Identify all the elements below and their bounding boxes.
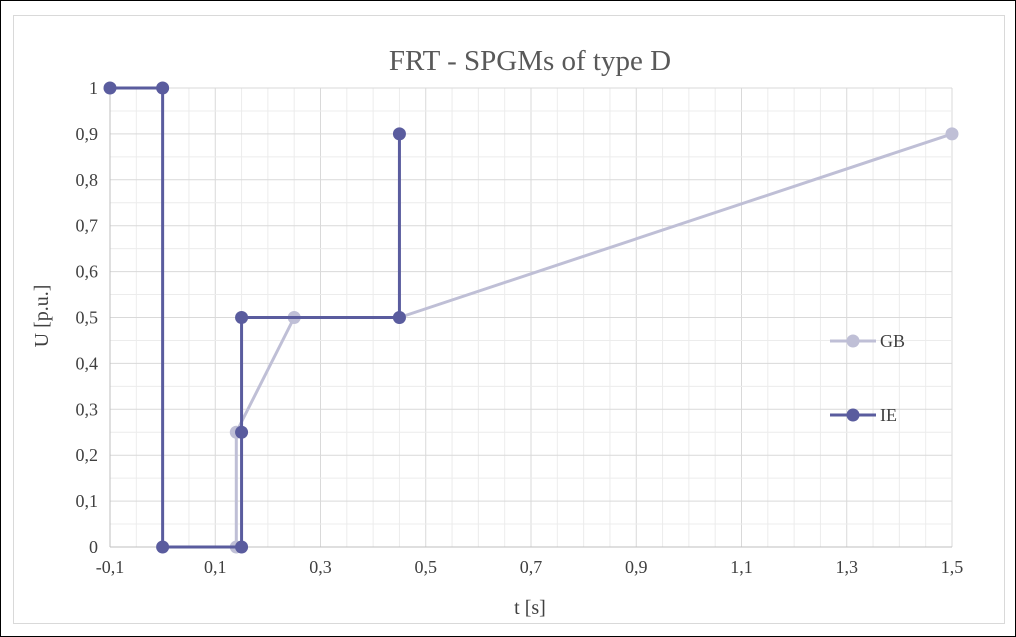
x-tick-label: 0,5	[415, 557, 438, 577]
legend-marker-gb	[846, 334, 860, 348]
data-point-ie	[103, 81, 117, 95]
legend-label-gb: GB	[880, 331, 905, 351]
data-point-gb	[945, 127, 959, 141]
y-tick-label: 1	[89, 78, 98, 98]
series-layer	[103, 81, 959, 554]
y-tick-label: 0,1	[76, 491, 99, 511]
x-tick-label: 0,7	[520, 557, 543, 577]
y-axis-label: U [p.u.]	[31, 285, 53, 348]
x-tick-label: 0,1	[204, 557, 227, 577]
y-tick-label: 0,9	[76, 124, 99, 144]
x-tick-label: 1,5	[941, 557, 964, 577]
legend: GB IE	[830, 331, 905, 425]
y-tick-label: 0,3	[76, 399, 99, 419]
data-point-ie	[392, 311, 406, 324]
x-tick-label: 0,9	[625, 557, 648, 577]
series-ie	[103, 81, 406, 554]
y-tick-label: 0,7	[76, 216, 99, 236]
data-point-ie	[392, 127, 406, 141]
data-point-ie	[156, 540, 170, 554]
y-tick-label: 0,6	[76, 262, 99, 282]
tick-labels: -0,1 0,1 0,3 0,5 0,7 0,9 1,1 1,3 1,5 0 0,1 0,2 0,3 0,…	[76, 78, 964, 577]
x-tick-label: -0,1	[96, 557, 125, 577]
y-tick-label: 0,2	[76, 445, 99, 465]
x-tick-label: 1,1	[730, 557, 753, 577]
data-point-ie	[235, 311, 249, 324]
y-tick-label: 0,8	[76, 170, 99, 190]
chart-title: FRT - SPGMs of type D	[389, 45, 671, 77]
x-axis-label: t [s]	[514, 597, 546, 619]
y-tick-label: 0	[89, 537, 98, 557]
data-point-ie	[235, 425, 249, 439]
x-tick-label: 0,3	[309, 557, 332, 577]
legend-marker-ie	[846, 408, 860, 422]
chart-area: FRT - SPGMs of type D t [s] U [p.u.] -0,…	[13, 15, 1005, 624]
axes	[109, 88, 952, 548]
chart-svg: FRT - SPGMs of type D t [s] U [p.u.] -0,…	[31, 45, 964, 619]
legend-label-ie: IE	[880, 405, 897, 425]
data-point-ie	[235, 540, 249, 554]
y-tick-label: 0,5	[76, 308, 99, 328]
y-tick-label: 0,4	[76, 353, 99, 373]
data-point-ie	[156, 81, 170, 95]
x-tick-label: 1,3	[836, 557, 859, 577]
series-line-ie	[110, 86, 401, 549]
